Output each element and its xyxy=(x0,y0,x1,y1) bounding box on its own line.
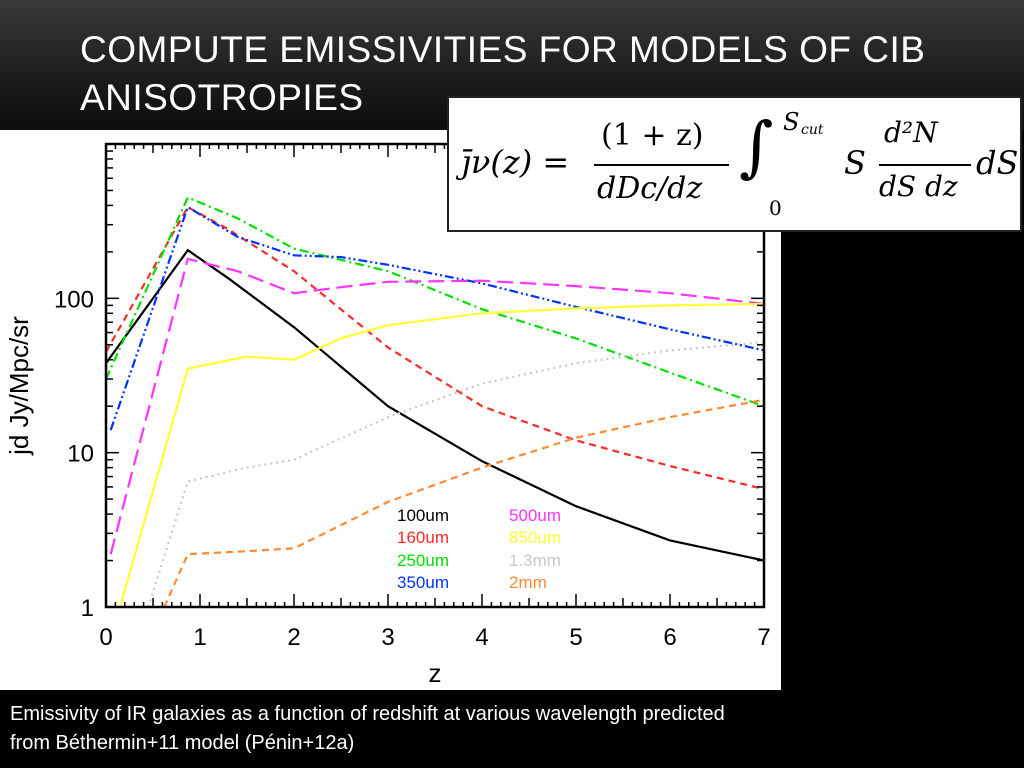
x-axis-label: z xyxy=(429,658,442,688)
legend-label-850um: 850um xyxy=(509,528,561,547)
x-tick-label: 1 xyxy=(193,624,206,651)
formula-ds: dS xyxy=(976,144,1019,182)
formula-integral: ∫ xyxy=(739,108,774,185)
formula-upper-limit: S xyxy=(783,108,800,136)
x-tick-label: 6 xyxy=(663,624,676,651)
legend-label-250um: 250um xyxy=(397,551,449,570)
x-tick-label: 2 xyxy=(287,624,300,651)
formula-lhs: j̄ν(z) = xyxy=(461,143,570,181)
x-tick-label: 4 xyxy=(475,624,488,651)
slide-title: COMPUTE EMISSIVITIES FOR MODELS OF CIB A… xyxy=(80,29,926,118)
caption-line-2: from Béthermin+11 model (Pénin+12a) xyxy=(10,732,355,754)
formula-upper-limit-sub: cut xyxy=(801,122,824,138)
x-tick-label: 5 xyxy=(569,624,582,651)
formula-d2n: d²N xyxy=(884,116,938,149)
legend-label-350um: 350um xyxy=(397,573,449,592)
y-tick-label: 100 xyxy=(54,286,94,313)
series-line-100um xyxy=(106,248,764,562)
formula-numerator: (1 + z) xyxy=(601,118,704,153)
formula-lower-limit: 0 xyxy=(769,196,782,220)
legend-label-100um: 100um xyxy=(397,506,449,525)
legend-label-500um: 500um xyxy=(509,506,561,525)
formula-fraction-bar-2 xyxy=(879,164,971,166)
x-tick-label: 0 xyxy=(99,624,112,651)
y-tick-label: 1 xyxy=(81,595,94,622)
series-line-2mm xyxy=(163,398,764,607)
legend-label-160um: 160um xyxy=(397,528,449,547)
caption-line-1: Emissivity of IR galaxies as a function … xyxy=(10,703,725,725)
caption: Emissivity of IR galaxies as a function … xyxy=(10,700,810,758)
formula-s: S xyxy=(844,144,866,182)
series-line-160um xyxy=(106,205,764,491)
series-line-350um xyxy=(109,205,764,431)
y-axis-label: jd Jy/Mpc/sr xyxy=(4,316,34,456)
legend-label-1p3mm: 1.3mm xyxy=(509,551,561,570)
series-line-1p3mm xyxy=(147,341,764,607)
formula-box: j̄ν(z) = (1 + z) dDc/dz ∫ S cut 0 S d²N … xyxy=(447,96,1022,232)
legend-label-2mm: 2mm xyxy=(509,573,547,592)
series-line-850um xyxy=(119,302,764,607)
formula-fraction-bar xyxy=(594,164,729,166)
series-line-250um xyxy=(106,196,764,408)
series-line-500um xyxy=(109,257,764,555)
formula-denominator: dDc/dz xyxy=(597,171,703,206)
x-tick-label: 3 xyxy=(381,624,394,651)
x-tick-label: 7 xyxy=(757,624,770,651)
y-tick-label: 10 xyxy=(67,441,94,468)
formula-dsdz: dS dz xyxy=(879,170,958,203)
